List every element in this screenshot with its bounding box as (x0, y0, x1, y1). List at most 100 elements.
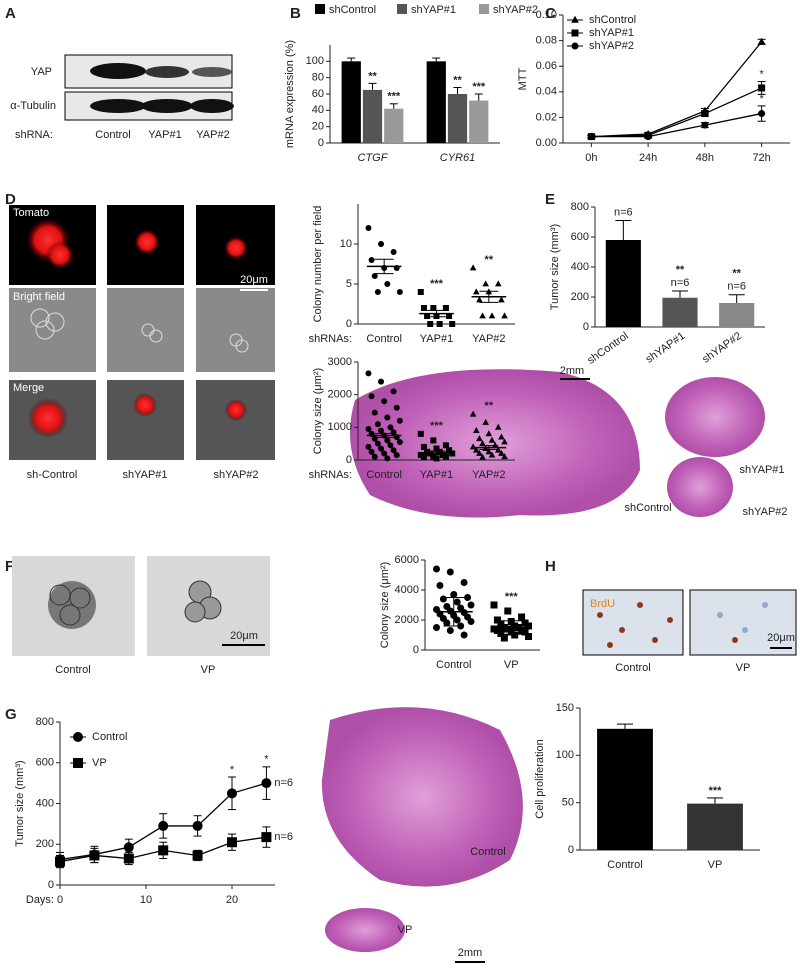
point (371, 409, 378, 416)
histology-label: shYAP#2 (742, 506, 787, 518)
legend-marker (571, 15, 579, 23)
point (479, 312, 486, 319)
point (449, 321, 456, 327)
y-tick-label: 400 (571, 261, 589, 273)
point (453, 616, 461, 624)
point (490, 601, 498, 609)
point (644, 133, 652, 141)
scale-bar-label: 2mm (458, 947, 482, 959)
point (758, 110, 766, 118)
y-tick-label: 4000 (395, 584, 419, 596)
bar (687, 803, 743, 850)
point (430, 305, 437, 311)
histology (321, 707, 523, 963)
legend-label: shControl (589, 14, 636, 26)
bar (362, 89, 383, 143)
point (227, 788, 237, 799)
y-axis-label: MTT (517, 67, 529, 90)
point (417, 430, 424, 437)
bar (605, 240, 641, 327)
legend-label: shYAP#2 (493, 4, 538, 16)
y-tick-label: 0 (346, 454, 352, 466)
point (439, 595, 447, 603)
histology-label: VP (398, 924, 413, 936)
histology-label: Control (470, 846, 505, 858)
point (442, 305, 449, 311)
x-tick-label: shYAP#2 (700, 330, 744, 366)
panel-letter: G (5, 706, 17, 723)
x-tick-label: Control (366, 469, 401, 481)
annotation: n=6 (614, 206, 633, 218)
x-tick-label: YAP#1 (420, 469, 453, 481)
point (525, 633, 532, 640)
panel-letter: C (545, 5, 556, 22)
line (591, 112, 762, 138)
y-tick-label: 100 (306, 55, 324, 67)
point (433, 445, 440, 452)
point (158, 820, 169, 831)
point (488, 451, 496, 458)
y-axis-label: mRNA expression (%) (284, 40, 296, 148)
point (158, 845, 169, 856)
point (371, 453, 378, 460)
point (368, 257, 375, 263)
point (433, 455, 440, 462)
legend-label: shYAP#1 (411, 4, 456, 16)
y-axis-label: Tumor size (mm³) (14, 760, 26, 846)
x-tick-label: 24h (639, 152, 657, 164)
panel-letter: D (5, 191, 16, 208)
point (469, 264, 477, 271)
micrograph-grid (9, 205, 275, 460)
point (521, 628, 529, 636)
point (443, 619, 451, 627)
micrograph-column: sh-Control (27, 469, 78, 481)
y-tick-label: 2000 (395, 614, 419, 626)
point (192, 820, 203, 831)
y-tick-label: 100 (556, 749, 574, 761)
end-label: n=6 (274, 777, 293, 789)
significance: ** (368, 70, 377, 82)
annotation: n=6 (727, 281, 746, 293)
point (417, 289, 424, 295)
point (464, 594, 472, 601)
legend-swatch (397, 4, 407, 14)
point (472, 446, 480, 453)
x-tick-label: 0h (585, 152, 597, 164)
y-tick-label: 0 (48, 879, 54, 891)
point (261, 832, 272, 843)
point (500, 634, 508, 642)
point (498, 433, 505, 440)
x-tick-label: YAP#2 (472, 469, 505, 481)
point (446, 313, 453, 319)
point (476, 435, 483, 442)
legend-label: Control (92, 731, 127, 743)
x-tick-label: 10 (140, 894, 152, 906)
legend-label: shYAP#1 (589, 27, 634, 39)
histology-label: shYAP#1 (739, 464, 784, 476)
panel-letter: A (5, 5, 16, 22)
point (511, 631, 519, 639)
point (450, 591, 458, 598)
significance: *** (430, 420, 444, 432)
x-tick-label: 0 (57, 894, 63, 906)
point (485, 430, 493, 437)
point (504, 607, 512, 615)
x-tick-label: Control (366, 333, 401, 345)
point (420, 454, 427, 461)
point (501, 312, 508, 319)
point (378, 427, 385, 434)
micrograph-column: Control (615, 662, 650, 674)
point (384, 455, 391, 462)
x-tick-label: CYR61 (440, 152, 475, 164)
point (476, 449, 483, 456)
y-tick-label: 20 (312, 121, 324, 133)
point (430, 437, 437, 444)
micrograph-label: Bright field (13, 291, 65, 303)
y-tick-label: 600 (36, 757, 54, 769)
point (89, 850, 100, 861)
significance: *** (709, 785, 723, 797)
significance: * (759, 93, 764, 105)
point (374, 289, 381, 295)
point (192, 850, 203, 861)
point (439, 452, 446, 459)
